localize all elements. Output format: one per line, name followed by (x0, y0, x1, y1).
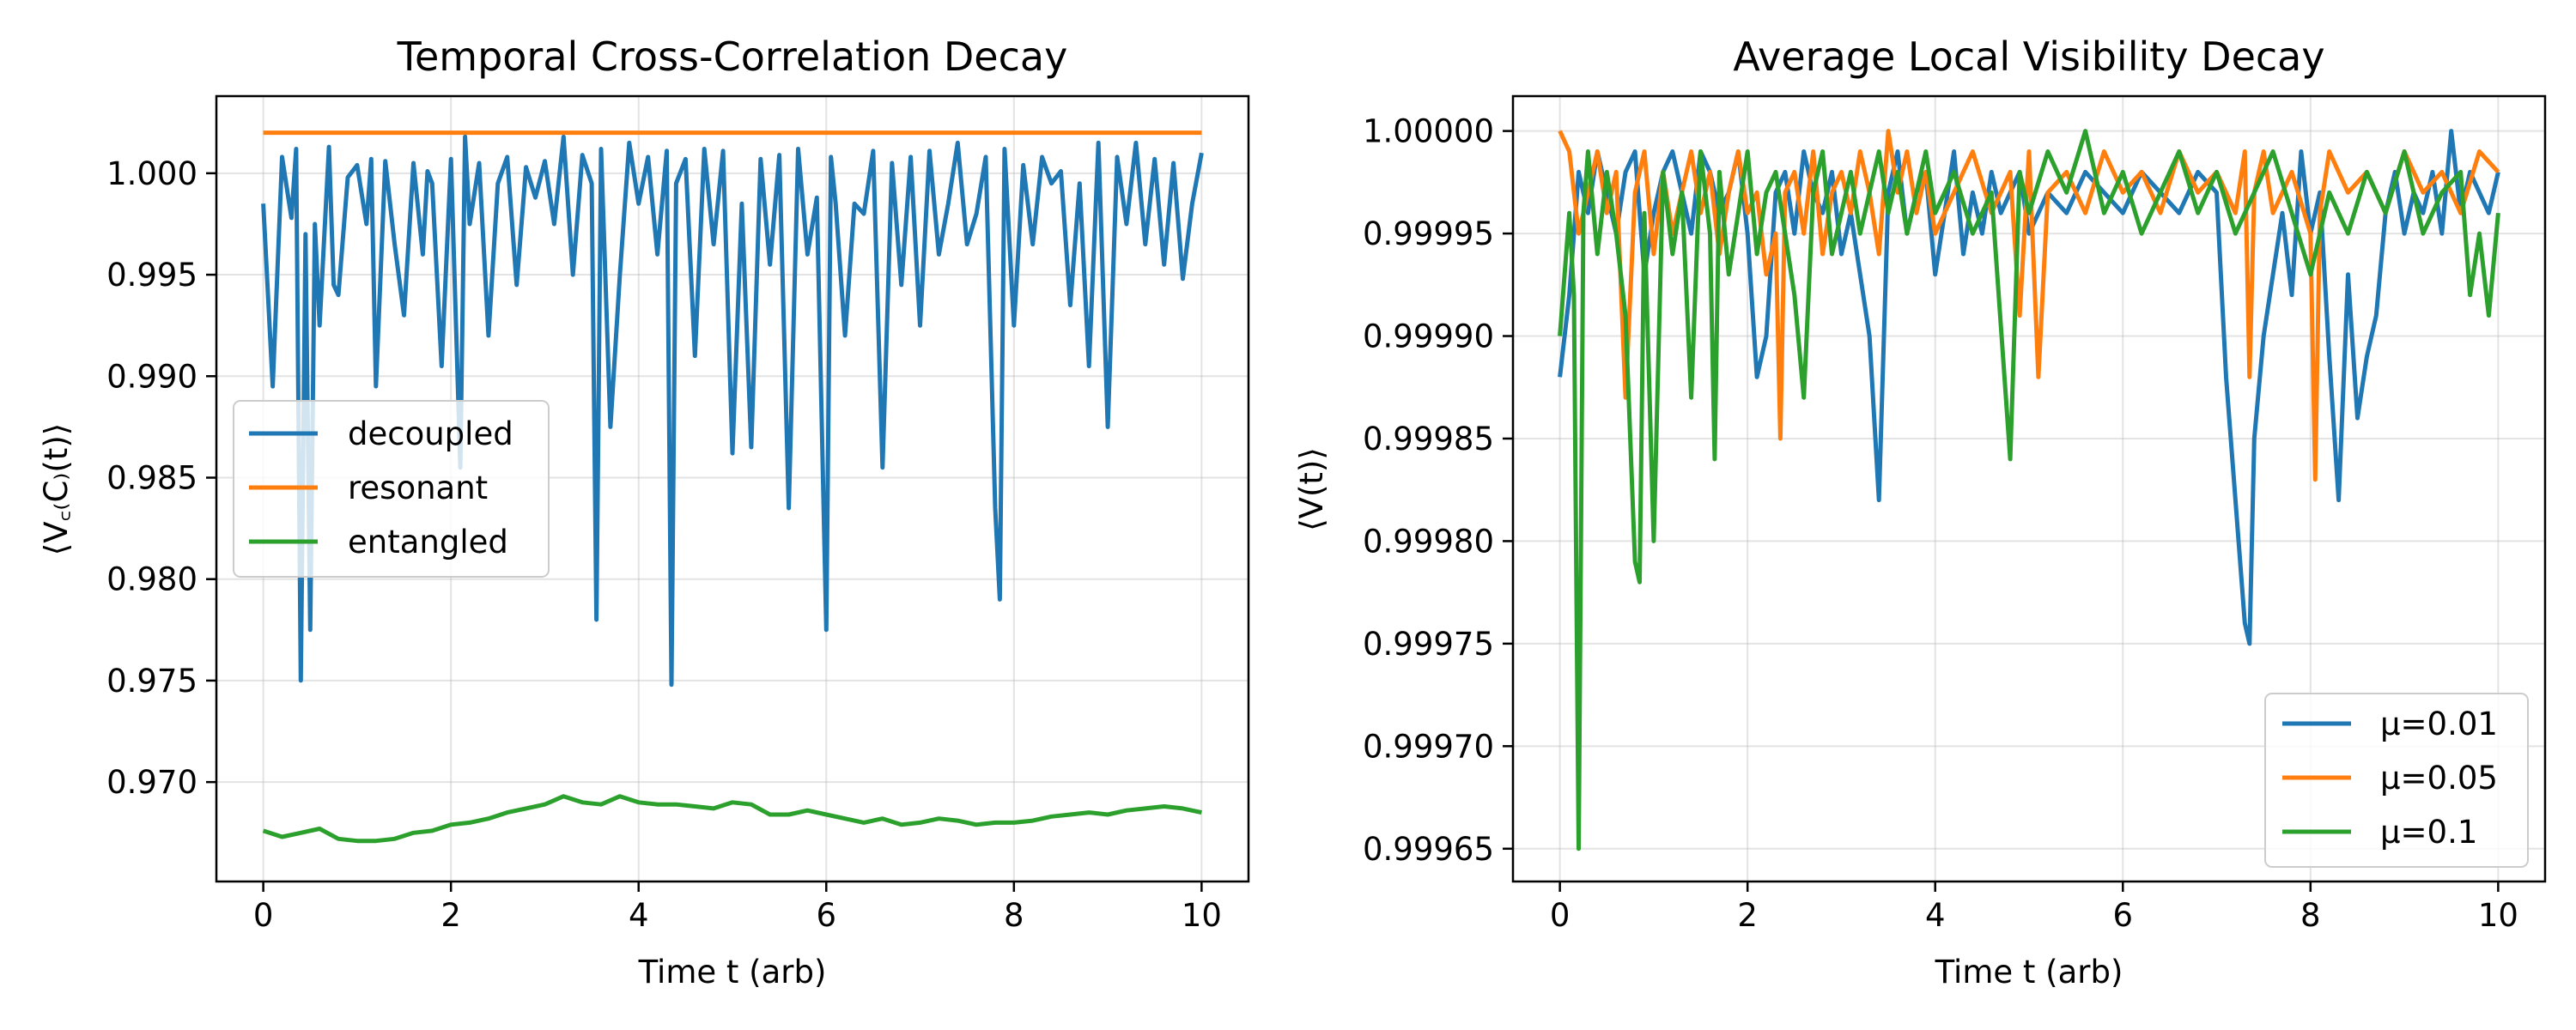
right-x-tick-label: 8 (2300, 897, 2321, 934)
right-y-tick-label: 1.00000 (1363, 113, 1494, 150)
right-legend-label-mu-0.1: μ=0.1 (2380, 814, 2477, 851)
left-legend-label-decoupled: decoupled (348, 415, 513, 452)
left-y-axis-label: ⟨V꜀₍C₎(t)⟩ (38, 423, 75, 555)
left-y-tick-label: 0.970 (106, 764, 197, 801)
right-legend-label-mu-0.05: μ=0.05 (2380, 760, 2498, 797)
left-y-tick-label: 0.975 (106, 663, 197, 700)
right-x-axis-label: Time t (arb) (1935, 954, 2123, 991)
left-chart-panel: 0 2 4 6 8 10 0.970 0.975 0.980 0.985 0.990 0.995 1.0… (38, 33, 1250, 991)
right-ticks: 0 2 4 6 8 10 0.99965 0.99970 0.99975 0.99980 0.999… (1363, 113, 2518, 934)
left-x-tick-label: 0 (253, 897, 274, 934)
left-legend-label-entangled: entangled (348, 524, 508, 560)
right-y-tick-label: 0.99995 (1363, 215, 1494, 252)
right-y-tick-label: 0.99985 (1363, 421, 1494, 457)
left-series-line-decoupled (261, 134, 1204, 688)
right-y-axis-label: ⟨V(t)⟩ (1293, 447, 1330, 531)
right-legend-label-mu-0.01: μ=0.01 (2380, 706, 2498, 742)
left-y-tick-label: 0.995 (106, 257, 197, 294)
left-series (261, 130, 1204, 844)
right-x-tick-label: 6 (2112, 897, 2133, 934)
right-legend: μ=0.01 μ=0.05 μ=0.1 (2264, 693, 2529, 868)
left-y-tick-label: 0.985 (106, 459, 197, 496)
right-series (1558, 129, 2500, 851)
right-chart-title: Average Local Visibility Decay (1733, 33, 2324, 80)
left-x-tick-label: 8 (1004, 897, 1024, 934)
left-x-tick-label: 2 (440, 897, 461, 934)
right-x-tick-label: 2 (1737, 897, 1758, 934)
left-ticks: 0 2 4 6 8 10 0.970 0.975 0.980 0.985 0.990 0.995 1.0… (106, 155, 1222, 934)
right-plot-frame (1511, 94, 2547, 883)
left-legend: decoupled resonant entangled (233, 400, 550, 578)
right-x-tick-label: 0 (1550, 897, 1571, 934)
right-x-tick-label: 4 (1925, 897, 1946, 934)
left-plot-frame (215, 94, 1250, 883)
right-y-tick-label: 0.99965 (1363, 831, 1494, 868)
left-x-tick-label: 10 (1182, 897, 1222, 934)
left-y-tick-label: 1.000 (106, 155, 197, 192)
left-y-tick-label: 0.990 (106, 358, 197, 395)
left-series-line-entangled (262, 794, 1202, 844)
right-chart-panel: 0 2 4 6 8 10 0.99965 0.99970 0.99975 0.99980 0.999… (1293, 33, 2547, 991)
right-x-tick-label: 10 (2478, 897, 2518, 934)
left-x-tick-label: 6 (816, 897, 836, 934)
right-y-tick-label: 0.99970 (1363, 728, 1494, 765)
right-y-tick-label: 0.99990 (1363, 318, 1494, 355)
right-y-tick-label: 0.99975 (1363, 626, 1494, 663)
left-legend-label-resonant: resonant (348, 470, 488, 506)
left-chart-title: Temporal Cross-Correlation Decay (397, 33, 1068, 80)
left-y-tick-label: 0.980 (106, 561, 197, 598)
right-legend-box (2264, 693, 2529, 868)
left-x-axis-label: Time t (arb) (638, 954, 827, 991)
right-series-line--0.1 (1558, 129, 2500, 851)
right-y-tick-label: 0.99980 (1363, 523, 1494, 560)
left-legend-box (233, 400, 550, 578)
left-x-tick-label: 4 (629, 897, 649, 934)
